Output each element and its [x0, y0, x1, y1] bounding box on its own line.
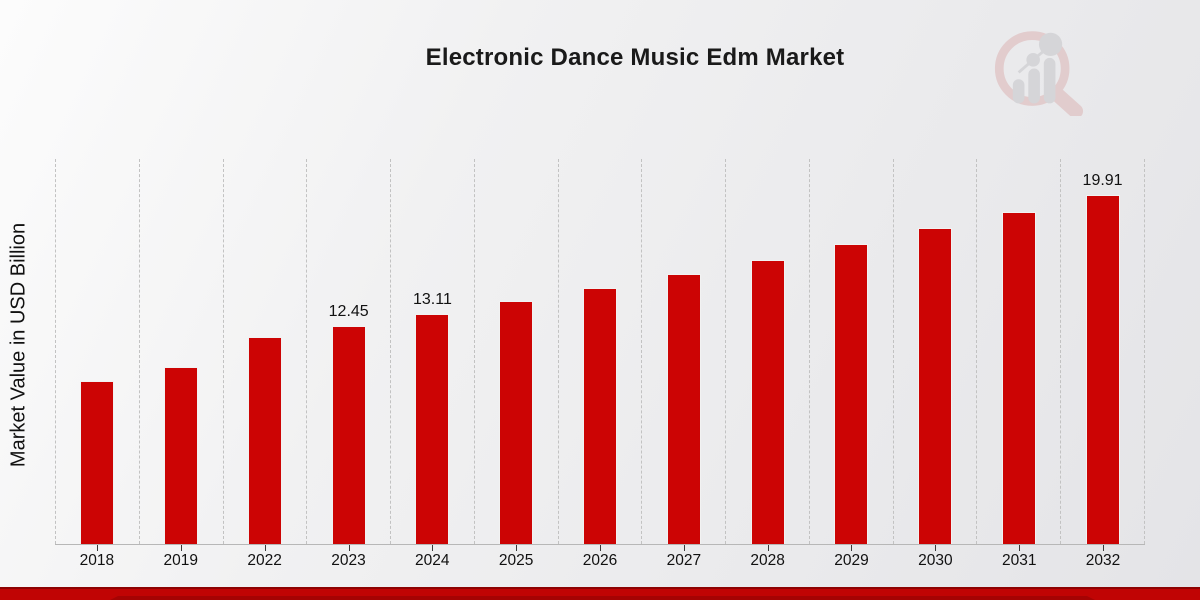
- footer-ribbon: [110, 596, 1095, 600]
- category-column-2022: [222, 159, 307, 551]
- x-tick-label-2018: 2018: [79, 552, 115, 569]
- plot-area: 12.45 13.11 19.91: [55, 159, 1145, 551]
- x-tick-mark: [851, 545, 853, 551]
- category-column-2024: 13.11: [390, 159, 474, 551]
- x-tick-mark: [432, 545, 434, 551]
- x-tick-label-2032: 2032: [1085, 552, 1121, 569]
- bar-2022: [247, 337, 282, 544]
- x-tick-mark: [264, 545, 266, 551]
- x-tick-label-2019: 2019: [163, 552, 198, 569]
- category-column-2030: [892, 159, 977, 551]
- category-column-2028: [725, 159, 809, 551]
- x-tick-mark: [97, 545, 99, 551]
- bar-2026: [582, 288, 617, 544]
- bar-2018: [80, 381, 115, 544]
- category-column-2019: [138, 159, 223, 551]
- bar-2024: [415, 314, 450, 544]
- x-tick-mark: [516, 545, 518, 551]
- category-column-2018: [55, 159, 139, 551]
- y-axis-label: Market Value in USD Billion: [7, 222, 30, 468]
- x-tick-mark: [181, 545, 183, 551]
- bar-2023: [331, 326, 366, 544]
- x-tick-label-2025: 2025: [498, 552, 534, 569]
- bar-2025: [499, 301, 534, 544]
- x-tick-label-2028: 2028: [750, 552, 785, 569]
- x-tick-mark: [1102, 545, 1104, 551]
- bar-2032: [1085, 195, 1120, 544]
- x-tick-label-2022: 2022: [247, 552, 282, 569]
- x-tick-mark: [1018, 545, 1020, 551]
- x-tick-label-2023: 2023: [331, 552, 366, 569]
- category-column-2031: [976, 159, 1060, 551]
- bar-2028: [750, 260, 785, 544]
- bar-value-label-2024: 13.11: [413, 291, 452, 308]
- market-research-logo-icon: [994, 31, 1084, 116]
- x-tick-label-2029: 2029: [834, 552, 869, 569]
- x-tick-mark: [599, 545, 601, 551]
- bar-value-label-2023: 12.45: [328, 303, 369, 320]
- x-tick-label-2030: 2030: [918, 552, 953, 569]
- x-tick-label-2024: 2024: [415, 552, 450, 569]
- x-tick-label-2031: 2031: [1001, 552, 1037, 569]
- chart-title: Electronic Dance Music Edm Market: [425, 44, 845, 71]
- bar-2031: [1001, 212, 1036, 544]
- bar-value-label-2032: 19.91: [1082, 172, 1123, 189]
- x-tick-mark: [348, 545, 350, 551]
- bar-2030: [918, 228, 953, 544]
- footer-band: [0, 587, 1200, 600]
- x-tick-mark: [935, 545, 937, 551]
- x-tick-label-2027: 2027: [666, 552, 702, 569]
- bar-2029: [834, 244, 869, 544]
- x-axis-labels: 2018 2019 2022 2023 2024 2025 2026 2027 2028 2029…: [55, 552, 1145, 570]
- category-column-2026: [557, 159, 642, 551]
- category-column-2023: 12.45: [306, 159, 390, 551]
- bar-2019: [164, 367, 199, 544]
- category-column-2029: [808, 159, 893, 551]
- category-column-2032: 19.91: [1060, 159, 1145, 551]
- x-tick-label-2026: 2026: [582, 552, 618, 569]
- bar-2027: [666, 274, 701, 544]
- category-column-2025: [473, 159, 558, 551]
- x-tick-mark: [767, 545, 769, 551]
- x-tick-mark: [683, 545, 685, 551]
- category-column-2027: [641, 159, 725, 551]
